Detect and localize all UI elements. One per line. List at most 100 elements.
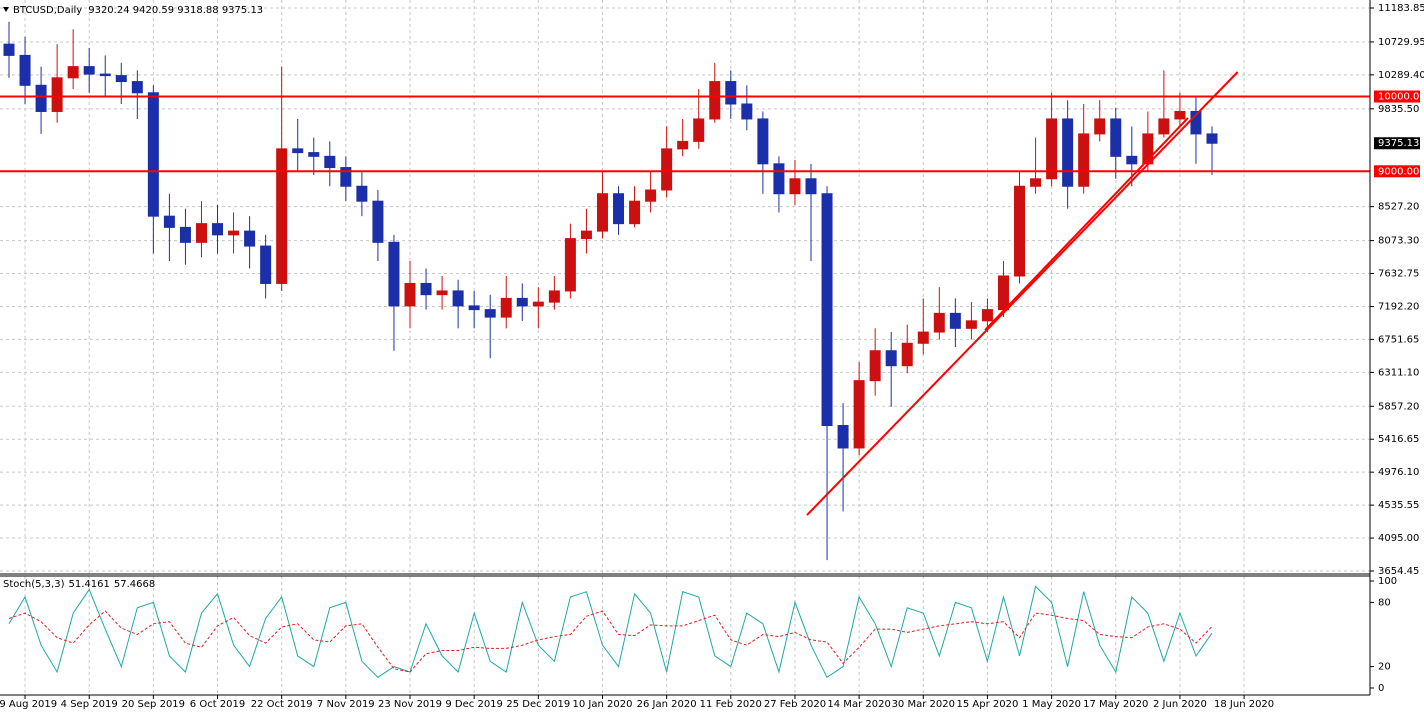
candle-body	[1030, 178, 1042, 187]
y-tick-label: 5857.20	[1378, 401, 1419, 412]
x-tick-label: 10 Jan 2020	[573, 699, 633, 710]
x-tick-label: 9 Dec 2019	[445, 699, 503, 710]
y-tick-label: 10729.95	[1378, 37, 1424, 48]
x-tick-label: 14 Mar 2020	[827, 699, 890, 710]
candle-body	[420, 282, 432, 296]
level-label: 9000.00	[1378, 166, 1419, 177]
stoch-title: Stoch(5,3,3)	[3, 579, 65, 590]
candle-body	[1094, 118, 1106, 135]
x-tick-label: 26 Jan 2020	[637, 699, 697, 710]
x-tick-label: 22 Oct 2019	[251, 699, 313, 710]
candle-body	[388, 241, 400, 307]
candle-body	[1014, 185, 1026, 277]
candle-body	[805, 178, 817, 195]
candle-body	[19, 54, 31, 86]
candle-body	[789, 178, 801, 195]
candle-body	[1110, 118, 1122, 157]
menu-arrow	[3, 7, 9, 12]
candle-body	[179, 226, 191, 243]
candle-body	[693, 118, 705, 142]
y-tick-label: 11183.85	[1378, 3, 1424, 14]
candle-body	[532, 301, 544, 307]
y-tick-label: 100	[1378, 576, 1397, 587]
stoch-header: Stoch(5,3,3) 51.4161 57.4668	[3, 579, 155, 590]
candle-body	[83, 66, 95, 75]
candle-body	[917, 331, 929, 344]
candle-body	[1190, 110, 1202, 135]
x-tick-label: 1 May 2020	[1022, 699, 1081, 710]
y-tick-label: 7632.75	[1378, 269, 1419, 280]
trend-line	[984, 117, 1189, 331]
candle-body	[484, 309, 496, 318]
candle-body	[292, 148, 304, 154]
candle-body	[340, 167, 352, 187]
symbol: BTCUSD,Daily	[13, 5, 82, 16]
y-tick-label: 0	[1378, 683, 1384, 694]
x-tick-label: 4 Sep 2019	[61, 699, 118, 710]
y-tick-label: 4535.55	[1378, 500, 1419, 511]
candle-body	[548, 290, 560, 303]
candle-body	[629, 200, 641, 225]
candle-body	[901, 342, 913, 367]
candle-body	[51, 77, 63, 112]
candle-body	[741, 103, 753, 120]
x-tick-label: 27 Feb 2020	[764, 699, 826, 710]
level-label-box	[1374, 90, 1420, 103]
candle-body	[35, 84, 47, 112]
candle-body	[372, 200, 384, 243]
candle-body	[661, 148, 673, 191]
x-tick-label: 19 Aug 2019	[0, 699, 57, 710]
chart-header: BTCUSD,Daily 9320.24 9420.59 9318.88 9375…	[13, 5, 263, 16]
candle-body	[1206, 133, 1218, 144]
last-price-box	[1374, 137, 1420, 150]
candle-body	[965, 320, 977, 329]
candle-body	[228, 230, 240, 236]
candle-body	[452, 290, 464, 307]
stoch-signal-value: 57.4668	[114, 579, 155, 590]
candle-body	[404, 282, 416, 307]
y-tick-label: 80	[1378, 597, 1391, 608]
candle-body	[1046, 118, 1058, 180]
candle-body	[1062, 118, 1074, 187]
x-tick-label: 17 May 2020	[1083, 699, 1148, 710]
candle-body	[276, 148, 288, 284]
candle-body	[468, 305, 480, 311]
candle-body	[1126, 155, 1138, 165]
candle-body	[1174, 110, 1186, 120]
y-tick-label: 3654.45	[1378, 566, 1419, 577]
candle-body	[725, 81, 737, 105]
y-tick-label: 7192.20	[1378, 301, 1419, 312]
x-tick-label: 15 Apr 2020	[957, 699, 1019, 710]
candle-body	[1158, 118, 1170, 135]
level-label-box	[1374, 165, 1420, 178]
candle-body	[356, 185, 368, 202]
y-tick-label: 8073.30	[1378, 236, 1419, 247]
candle-body	[885, 350, 897, 367]
candle-body	[115, 75, 127, 83]
candle-body	[147, 92, 159, 217]
candle-body	[244, 230, 256, 247]
y-tick-label: 4976.10	[1378, 467, 1419, 478]
level-label: 10000.00	[1378, 92, 1424, 103]
candle-body	[949, 312, 961, 329]
candle-body	[99, 73, 111, 77]
last-price-label: 9375.13	[1378, 138, 1419, 149]
candle-body	[596, 193, 608, 232]
candle-body	[981, 309, 993, 322]
x-tick-label: 18 Jun 2020	[1214, 699, 1274, 710]
y-tick-label: 6311.10	[1378, 367, 1419, 378]
candle-body	[997, 275, 1009, 311]
stoch-line	[8, 585, 1213, 679]
candle-body	[837, 425, 849, 449]
candle-body	[131, 81, 143, 94]
x-tick-label: 25 Dec 2019	[506, 699, 570, 710]
candle-body	[613, 193, 625, 225]
y-tick-label: 6751.65	[1378, 334, 1419, 345]
candle-body	[853, 380, 865, 449]
marks	[0, 21, 1370, 679]
candle-body	[1078, 133, 1090, 187]
candle-body	[195, 223, 207, 243]
candle-body	[677, 140, 689, 150]
axes: 3654.45 4095.00 4535.55 4976.10 5416.65 5857.…	[0, 3, 1424, 710]
